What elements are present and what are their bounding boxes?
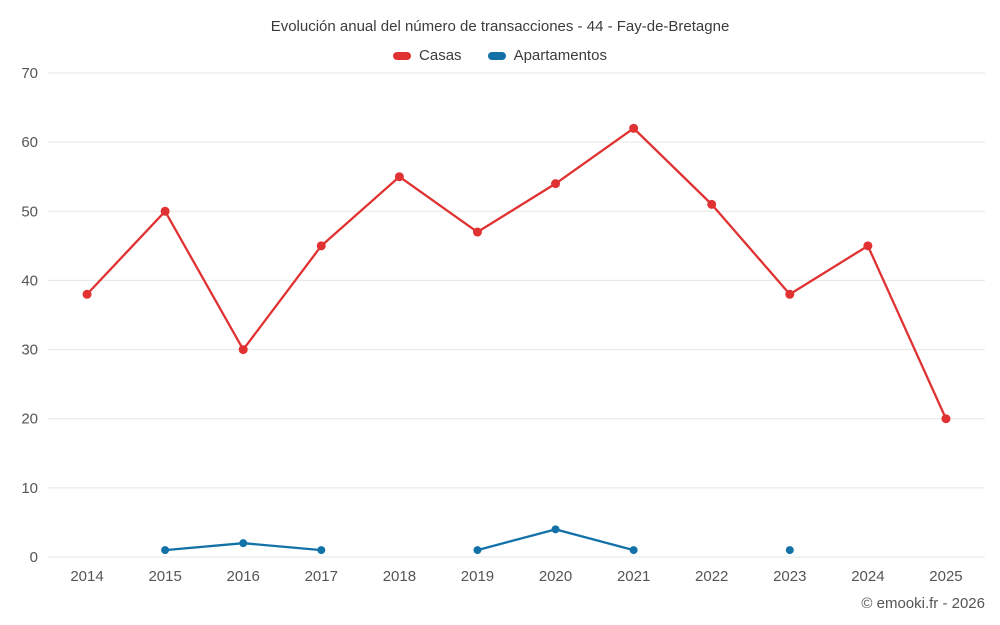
- x-tick-label-2018: 2018: [383, 568, 416, 585]
- y-tick-label-70: 70: [21, 65, 38, 82]
- data-point-apartamentos-2016[interactable]: [239, 539, 248, 548]
- x-tick-label-2021: 2021: [617, 568, 650, 585]
- data-point-casas-2024[interactable]: [863, 241, 873, 251]
- x-tick-label-2024: 2024: [851, 568, 884, 585]
- y-tick-label-40: 40: [21, 272, 38, 289]
- x-tick-label-2014: 2014: [70, 568, 103, 585]
- data-point-apartamentos-2023[interactable]: [785, 546, 794, 555]
- footer-credit: © emooki.fr - 2026: [861, 595, 985, 612]
- x-tick-label-2023: 2023: [773, 568, 806, 585]
- x-tick-label-2022: 2022: [695, 568, 728, 585]
- legend: Casas Apartamentos: [0, 47, 1000, 64]
- y-tick-label-20: 20: [21, 411, 38, 428]
- y-tick-label-60: 60: [21, 134, 38, 151]
- data-point-casas-2019[interactable]: [472, 227, 482, 237]
- series-line-casas: [85, 127, 948, 420]
- legend-item-casas[interactable]: Casas: [393, 47, 462, 64]
- data-point-casas-2016[interactable]: [238, 345, 248, 355]
- data-point-casas-2015[interactable]: [160, 206, 170, 216]
- data-point-casas-2017[interactable]: [316, 241, 326, 251]
- data-point-casas-2022[interactable]: [707, 199, 717, 209]
- legend-label-casas: Casas: [419, 47, 462, 64]
- y-tick-label-0: 0: [30, 549, 38, 566]
- y-tick-label-50: 50: [21, 203, 38, 220]
- data-point-apartamentos-2020[interactable]: [551, 525, 560, 534]
- legend-swatch-casas: [393, 51, 412, 60]
- x-tick-label-2019: 2019: [461, 568, 494, 585]
- data-point-apartamentos-2015[interactable]: [161, 546, 170, 555]
- legend-swatch-apartamentos: [487, 51, 506, 60]
- data-point-apartamentos-2017[interactable]: [317, 546, 326, 555]
- x-tick-label-2025: 2025: [929, 568, 962, 585]
- data-point-casas-2021[interactable]: [629, 123, 639, 133]
- legend-label-apartamentos: Apartamentos: [513, 47, 607, 64]
- y-tick-label-10: 10: [21, 480, 38, 497]
- data-point-casas-2018[interactable]: [394, 172, 404, 182]
- legend-item-apartamentos[interactable]: Apartamentos: [487, 47, 607, 64]
- x-tick-label-2020: 2020: [539, 568, 572, 585]
- x-tick-label-2015: 2015: [148, 568, 181, 585]
- data-point-casas-2025[interactable]: [941, 414, 951, 424]
- y-tick-label-30: 30: [21, 342, 38, 359]
- data-point-casas-2020[interactable]: [551, 179, 561, 189]
- data-point-casas-2014[interactable]: [82, 289, 92, 299]
- x-tick-label-2016: 2016: [227, 568, 260, 585]
- data-point-casas-2023[interactable]: [785, 289, 795, 299]
- data-point-apartamentos-2019[interactable]: [473, 546, 482, 555]
- chart-title: Evolución anual del número de transaccio…: [270, 18, 730, 35]
- data-point-apartamentos-2021[interactable]: [629, 546, 638, 555]
- x-tick-label-2017: 2017: [305, 568, 338, 585]
